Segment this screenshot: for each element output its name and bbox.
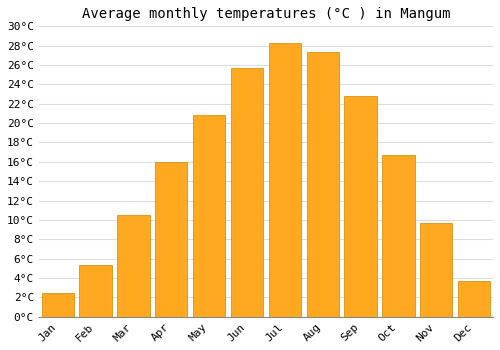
Bar xyxy=(42,293,74,317)
Bar xyxy=(231,68,263,317)
Bar xyxy=(269,43,301,317)
Bar xyxy=(306,52,339,317)
Bar xyxy=(420,223,452,317)
Bar xyxy=(80,266,112,317)
Bar xyxy=(155,162,188,317)
Bar xyxy=(382,155,414,317)
Title: Average monthly temperatures (°C ) in Mangum: Average monthly temperatures (°C ) in Ma… xyxy=(82,7,450,21)
Bar xyxy=(344,96,376,317)
Bar xyxy=(458,281,490,317)
Bar xyxy=(118,215,150,317)
Bar xyxy=(193,116,225,317)
